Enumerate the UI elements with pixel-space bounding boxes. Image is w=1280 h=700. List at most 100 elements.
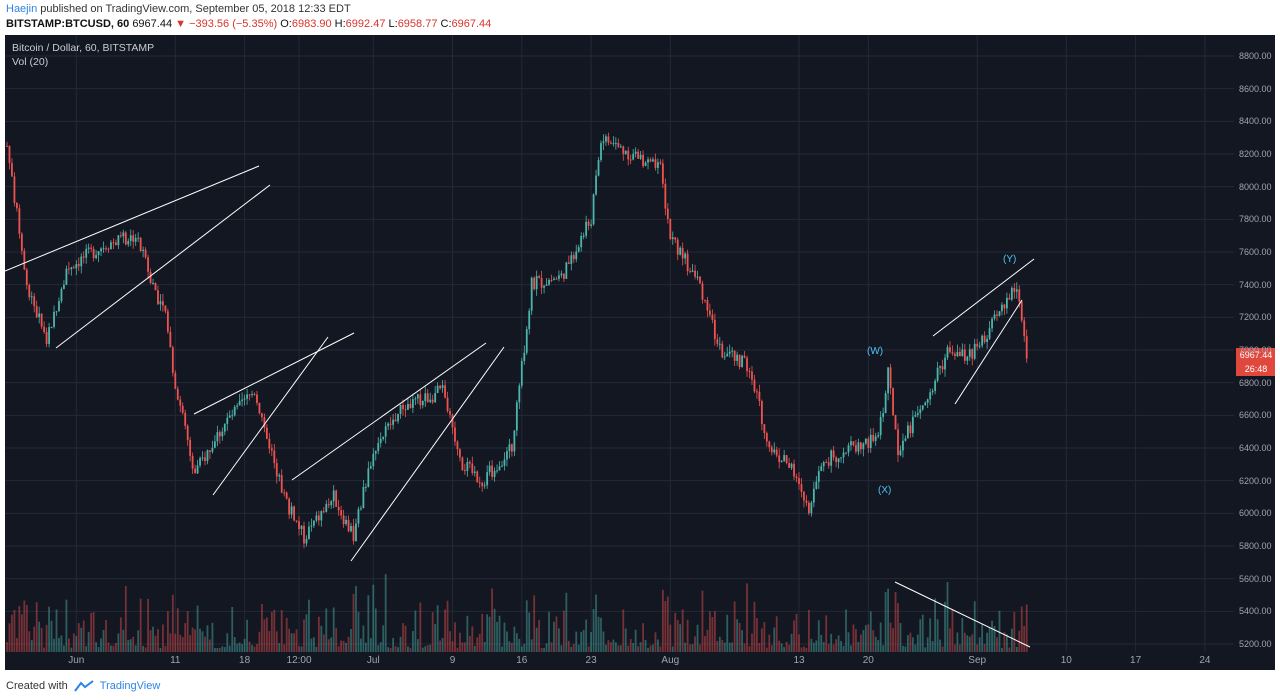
volume-bar — [513, 626, 516, 652]
candle-body — [176, 388, 179, 400]
volume-bar — [768, 634, 771, 652]
volume-bar — [548, 611, 550, 652]
candle-body — [288, 498, 291, 515]
candle-body — [736, 354, 739, 361]
candle-body — [518, 385, 521, 403]
candle-body — [894, 415, 897, 430]
volume-bar — [508, 641, 511, 652]
candle-body — [679, 247, 682, 255]
candle-body — [892, 387, 894, 416]
price-axis[interactable]: 6967.44 26:48 5200.00 5400.00 5600.00 5800.… — [1234, 35, 1275, 652]
candle-body — [674, 237, 677, 240]
candle-body — [681, 247, 684, 259]
volume-bar — [897, 603, 899, 652]
volume-bar — [654, 632, 657, 652]
close-value: 6967.44 — [451, 18, 492, 30]
candle-body — [934, 380, 937, 391]
candle-body — [976, 343, 979, 347]
y-tick-label: 7600.00 — [1239, 247, 1272, 257]
volume-bar — [657, 639, 659, 652]
volume-bar — [342, 640, 345, 652]
volume-bar — [397, 647, 399, 652]
trendline — [291, 342, 487, 481]
open-label: O: — [280, 18, 292, 30]
candle-body — [508, 444, 511, 452]
volume-bar — [679, 624, 682, 652]
volume-bar — [867, 624, 870, 652]
volume-bar — [738, 622, 741, 652]
candle-body — [258, 402, 261, 414]
volume-bar — [644, 639, 647, 652]
candle-body — [444, 385, 446, 398]
volume-bar — [159, 647, 162, 652]
volume-bar — [471, 626, 474, 652]
publish-info: Haejin published on TradingView.com, Sep… — [6, 3, 351, 15]
candle-body — [525, 329, 528, 353]
volume-bar — [701, 590, 704, 652]
chart-pane[interactable]: Bitcoin / Dollar, 60, BITSTAMP Vol (20) … — [5, 35, 1234, 652]
tradingview-brand[interactable]: TradingView — [99, 680, 161, 692]
volume-bar — [58, 637, 60, 652]
y-tick-label: 6800.00 — [1239, 377, 1272, 388]
candle-body — [394, 419, 397, 422]
volume-bar — [506, 631, 508, 652]
volume-bar — [837, 635, 840, 652]
volume-bar — [684, 642, 687, 652]
volume-bar — [345, 642, 347, 652]
volume-bar — [691, 644, 694, 652]
volume-bar — [706, 629, 709, 652]
trendline — [193, 332, 355, 415]
candle-body — [733, 350, 736, 361]
volume-bar — [713, 610, 716, 652]
author-link[interactable]: Haejin — [6, 3, 38, 15]
x-tick-label: 20 — [862, 655, 874, 666]
candle-body — [70, 267, 73, 270]
candle-body — [713, 319, 716, 340]
volume-bar — [892, 628, 894, 652]
candle-body — [808, 502, 810, 514]
volume-bar — [456, 647, 459, 652]
candle-body — [582, 235, 585, 237]
candle-body — [421, 400, 424, 406]
candle-body — [798, 478, 800, 485]
high-label: H: — [334, 18, 346, 30]
candle-body — [92, 248, 95, 259]
volume-bar — [565, 592, 568, 652]
candle-body — [602, 141, 605, 144]
candle-body — [412, 399, 414, 408]
volume-bar — [384, 574, 387, 652]
volume-bar — [221, 646, 224, 652]
volume-bar — [241, 644, 244, 652]
candle-body — [8, 145, 11, 164]
volume-bar — [788, 644, 790, 652]
candle-body — [647, 159, 649, 163]
volume-bar — [756, 618, 758, 652]
volume-bar — [847, 632, 850, 652]
candle-body — [550, 279, 553, 281]
volume-bar — [540, 647, 543, 652]
volume-bar — [800, 647, 803, 652]
candle-body — [157, 290, 159, 305]
time-axis[interactable]: Jun 11 18 12:00 Jul 9 16 23 Aug 13 20 Sep 10 17 24 — [5, 652, 1275, 670]
volume-bar — [303, 619, 305, 652]
volume-bar — [986, 632, 988, 652]
volume-bar — [518, 638, 521, 652]
candle-body — [364, 486, 367, 488]
volume-bar — [810, 638, 813, 652]
candle-body — [251, 394, 253, 396]
candle-body — [991, 318, 993, 329]
candle-body — [80, 256, 83, 267]
volume-bar — [451, 641, 454, 652]
candle-body — [491, 465, 493, 477]
volume-bar — [233, 637, 236, 652]
volume-bar — [904, 646, 907, 652]
candle-body — [209, 450, 211, 452]
candle-body — [152, 282, 154, 284]
candle-body — [144, 249, 147, 258]
volume-bar — [812, 642, 815, 652]
volume-bar — [280, 610, 283, 652]
volume-bar — [258, 631, 261, 652]
volume-bar — [587, 646, 590, 652]
volume-bar — [253, 646, 256, 652]
candle-body — [45, 331, 48, 344]
